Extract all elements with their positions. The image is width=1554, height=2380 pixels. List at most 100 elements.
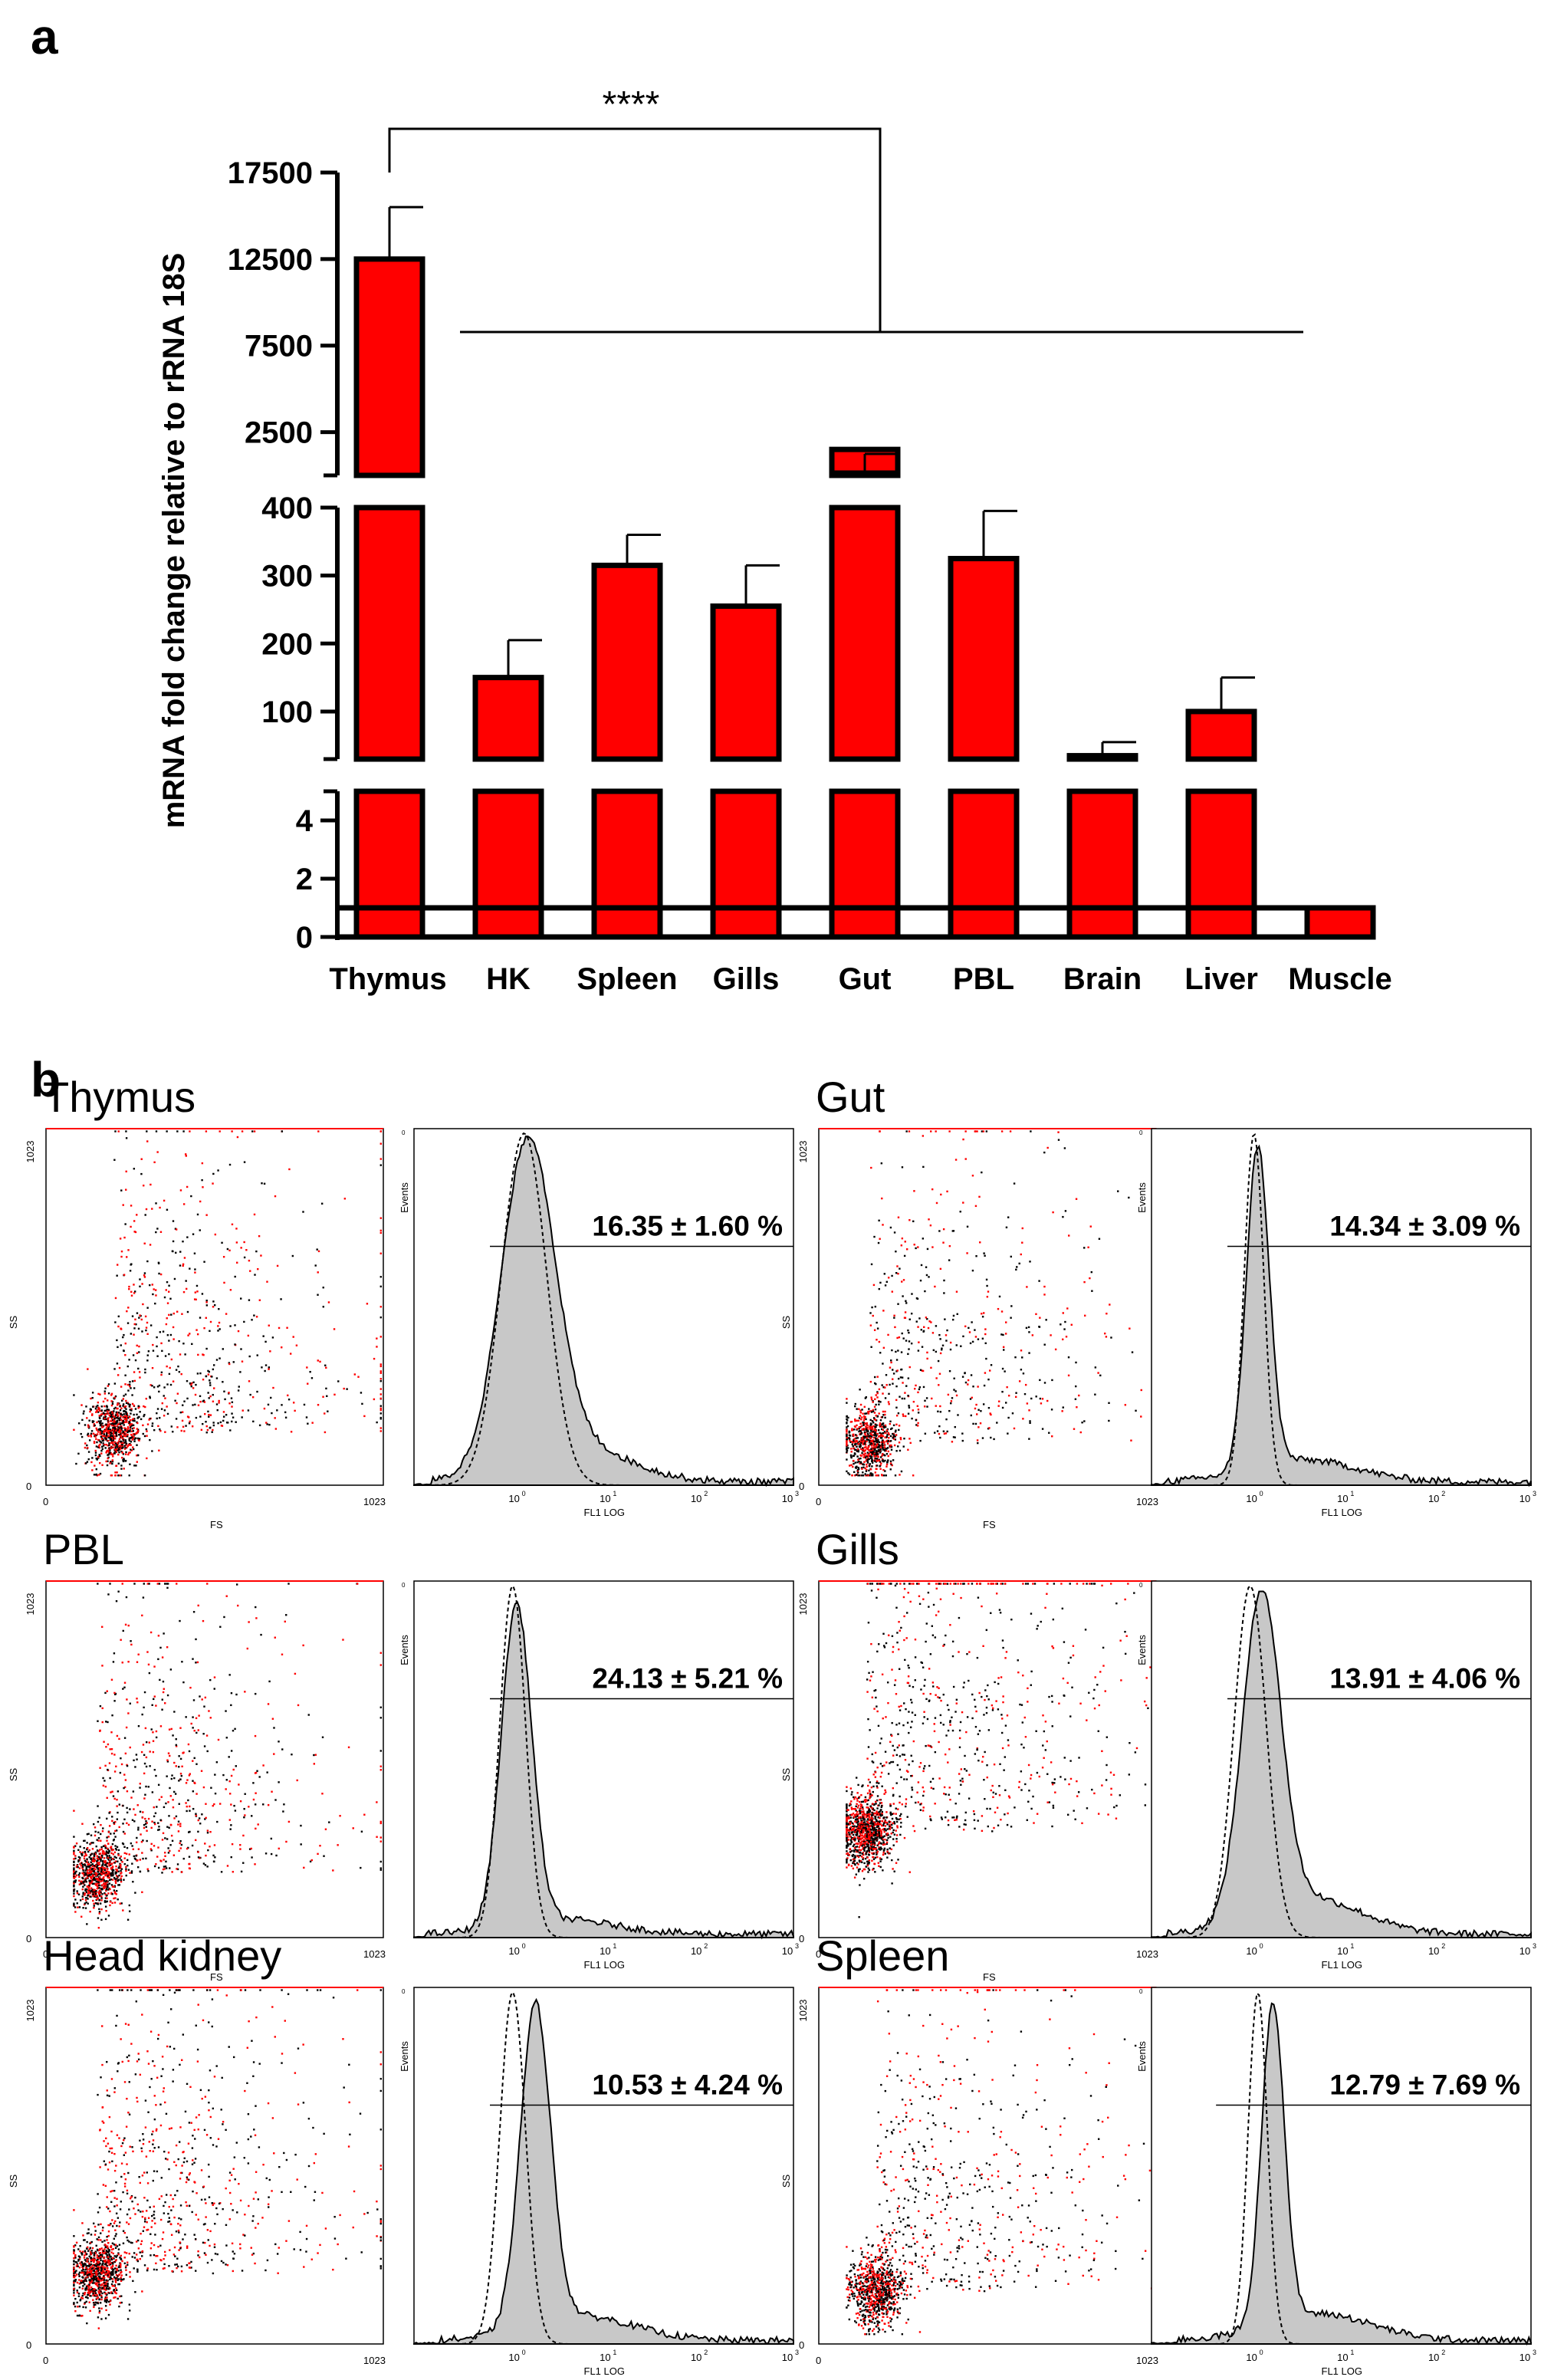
event-dot — [175, 1369, 178, 1371]
event-dot — [846, 1434, 848, 1436]
event-dot — [1001, 1367, 1004, 1370]
event-dot — [122, 1431, 124, 1434]
event-dot — [170, 1777, 173, 1780]
event-dot — [84, 1884, 86, 1886]
event-dot — [166, 1365, 168, 1368]
event-dot — [846, 1443, 848, 1445]
event-dot — [878, 1403, 880, 1405]
event-dot — [103, 1901, 107, 1903]
event-dot — [109, 1888, 111, 1891]
event-dot — [120, 1450, 123, 1453]
tick-label-liver: Liver — [1184, 962, 1258, 996]
event-dot — [90, 1868, 93, 1871]
event-dot — [857, 1468, 860, 1471]
y-tick-label: 400 — [261, 491, 313, 525]
event-dot — [879, 1461, 882, 1463]
event-dot — [865, 1463, 868, 1466]
event-dot — [872, 1790, 874, 1793]
tick-label-gut: Gut — [839, 962, 892, 996]
event-dot — [199, 1372, 202, 1375]
event-dot — [103, 1857, 106, 1859]
event-dot — [232, 1361, 235, 1363]
event-dot — [938, 1425, 941, 1428]
event-dot — [110, 1413, 113, 1415]
event-dot — [169, 1849, 171, 1852]
event-dot — [166, 1760, 169, 1763]
event-dot — [862, 1843, 866, 1846]
event-dot — [100, 1868, 103, 1870]
event-dot — [199, 1400, 202, 1403]
event-dot — [1036, 1771, 1039, 1774]
event-dot — [360, 1392, 363, 1394]
event-dot — [852, 1845, 855, 1847]
event-dot — [286, 1326, 288, 1329]
event-dot — [90, 1461, 93, 1464]
event-dot — [122, 1441, 125, 1445]
event-dot — [152, 1343, 154, 1346]
event-dot — [854, 1796, 857, 1799]
event-dot — [997, 1307, 1000, 1310]
event-dot — [1010, 1826, 1013, 1828]
event-dot — [897, 1859, 899, 1861]
event-dot — [1099, 1374, 1102, 1377]
event-dot — [926, 1317, 928, 1320]
event-dot — [168, 1340, 170, 1342]
event-dot — [857, 1863, 859, 1866]
event-dot — [100, 1435, 103, 1438]
event-dot — [324, 1431, 327, 1434]
event-dot — [106, 1847, 109, 1849]
event-dot — [125, 1399, 127, 1402]
event-dot — [868, 1469, 870, 1472]
event-dot — [149, 1384, 152, 1386]
event-dot — [872, 1773, 875, 1776]
event-dot — [919, 1439, 922, 1442]
event-dot — [209, 1830, 212, 1833]
event-dot — [110, 1848, 113, 1851]
event-dot — [101, 1426, 103, 1428]
event-dot — [281, 1346, 283, 1349]
event-dot — [1083, 1280, 1086, 1284]
event-dot — [875, 1429, 877, 1432]
event-dot — [303, 1866, 305, 1869]
event-dot — [877, 1438, 879, 1441]
event-dot — [998, 1400, 1000, 1402]
event-dot — [258, 1776, 261, 1778]
event-dot — [133, 1440, 136, 1442]
event-dot — [166, 1867, 168, 1869]
event-dot — [241, 1130, 244, 1132]
event-dot — [234, 1275, 236, 1278]
event-dot — [114, 1860, 117, 1862]
event-dot — [915, 1418, 918, 1422]
event-dot — [379, 1158, 382, 1160]
event-dot — [109, 1449, 111, 1451]
event-dot — [107, 1385, 110, 1387]
event-dot — [866, 1468, 868, 1471]
event-dot — [979, 1422, 982, 1425]
event-dot — [987, 1428, 990, 1430]
event-dot — [76, 1890, 78, 1892]
event-dot — [120, 1859, 123, 1862]
event-dot — [986, 1764, 988, 1767]
event-dot — [875, 1446, 878, 1448]
event-dot — [172, 1734, 174, 1737]
event-dot — [862, 1471, 864, 1474]
event-dot — [984, 1342, 987, 1345]
event-dot — [873, 1412, 876, 1414]
hist-tick-label: 10 — [1520, 1493, 1530, 1504]
event-dot — [158, 1449, 160, 1451]
event-dot — [859, 1403, 862, 1406]
event-dot — [236, 1136, 239, 1139]
event-dot — [951, 1729, 954, 1732]
event-dot — [977, 1441, 979, 1445]
event-dot — [158, 1390, 160, 1393]
event-dot — [254, 1274, 256, 1276]
event-dot — [126, 1428, 129, 1431]
event-dot — [1101, 1750, 1103, 1753]
event-dot — [908, 1348, 910, 1350]
event-dot — [192, 1658, 194, 1660]
event-dot — [106, 1690, 108, 1692]
event-dot — [225, 1737, 228, 1739]
event-dot — [113, 1797, 116, 1800]
event-dot — [116, 1734, 119, 1737]
event-dot — [127, 1869, 130, 1871]
